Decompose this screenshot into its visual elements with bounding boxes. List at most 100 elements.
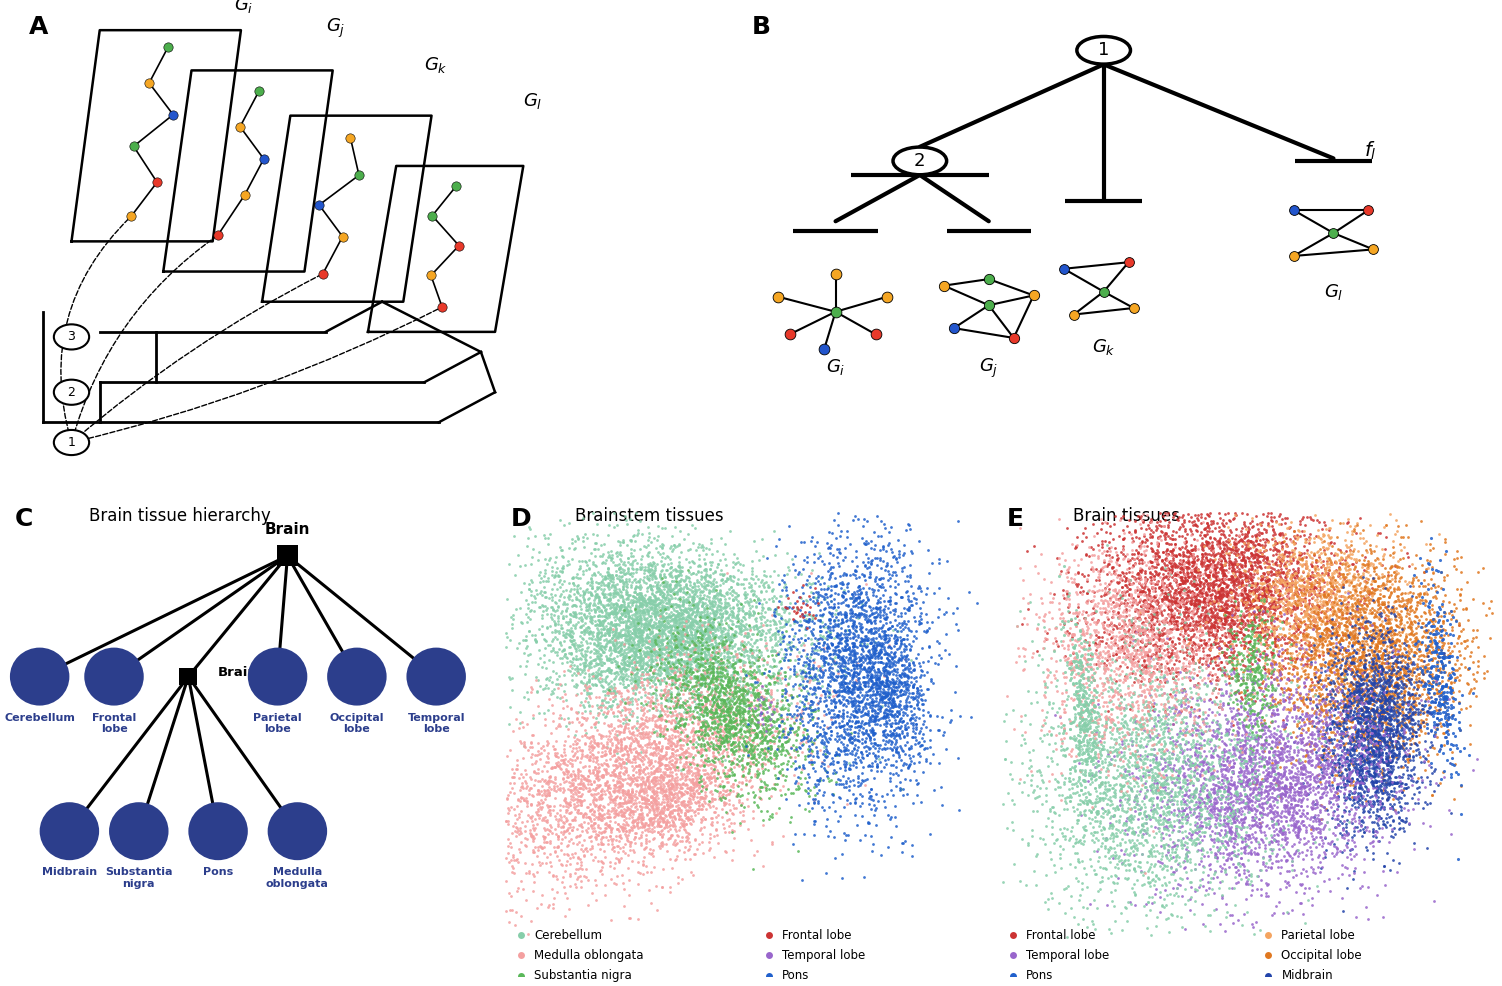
Point xyxy=(1256,764,1280,780)
Point xyxy=(1373,687,1397,703)
Point xyxy=(766,770,790,786)
Point xyxy=(709,698,733,714)
Point xyxy=(1352,733,1376,748)
Point xyxy=(1239,558,1263,574)
Point xyxy=(596,605,620,621)
Point xyxy=(1392,719,1416,735)
Point xyxy=(777,687,801,703)
Point xyxy=(562,637,586,653)
Point xyxy=(762,652,786,668)
Point xyxy=(601,637,625,653)
Point xyxy=(1367,707,1391,723)
Point xyxy=(1328,516,1352,531)
Point xyxy=(1289,736,1313,751)
Point xyxy=(1376,615,1400,631)
Point xyxy=(626,625,650,641)
Point xyxy=(1239,641,1263,657)
Point xyxy=(1362,706,1386,722)
Point xyxy=(876,621,900,637)
Point xyxy=(676,699,700,715)
Point xyxy=(1316,774,1340,790)
Point xyxy=(891,615,915,631)
Point xyxy=(706,739,730,754)
Point xyxy=(1341,664,1365,679)
Point xyxy=(1343,838,1367,854)
Point xyxy=(665,652,689,668)
Point xyxy=(1220,682,1244,698)
Point xyxy=(625,816,649,832)
Point xyxy=(650,785,674,801)
Point xyxy=(1176,627,1200,643)
Point xyxy=(1331,704,1355,720)
Point xyxy=(1232,608,1256,624)
Point xyxy=(1170,702,1194,718)
Point xyxy=(1385,713,1409,729)
Point xyxy=(574,649,598,665)
Point xyxy=(1157,751,1181,767)
Point xyxy=(1075,732,1099,747)
Point xyxy=(1042,835,1066,851)
Point xyxy=(674,772,698,788)
Point xyxy=(895,600,919,616)
Point xyxy=(1108,570,1133,586)
Point xyxy=(1362,601,1386,617)
Point xyxy=(798,686,822,702)
Point xyxy=(1193,597,1217,612)
Point xyxy=(843,643,867,659)
Point xyxy=(1202,800,1226,815)
Point xyxy=(1365,691,1389,707)
Point xyxy=(1074,773,1098,789)
Point xyxy=(677,651,701,667)
Point xyxy=(686,616,710,632)
Point xyxy=(1304,744,1328,760)
Point xyxy=(692,727,716,742)
Point xyxy=(1069,658,1093,673)
Point xyxy=(1199,862,1223,878)
Point xyxy=(813,656,837,671)
Point xyxy=(733,769,757,785)
Point xyxy=(1236,877,1260,892)
Point xyxy=(1340,588,1364,603)
Point xyxy=(1062,651,1086,667)
Point xyxy=(530,598,554,613)
Point xyxy=(721,735,745,750)
Point xyxy=(1379,650,1403,666)
Point xyxy=(1323,617,1347,633)
Point xyxy=(1337,574,1361,590)
Point xyxy=(1175,755,1199,771)
Point xyxy=(1337,803,1361,818)
Point xyxy=(1368,622,1392,638)
Point xyxy=(1253,806,1277,821)
Point xyxy=(659,646,683,662)
Point xyxy=(506,854,530,870)
Point xyxy=(1415,646,1439,662)
Point xyxy=(843,715,867,731)
Point xyxy=(562,790,586,806)
Point xyxy=(1257,564,1281,580)
Point xyxy=(1152,773,1176,789)
Point xyxy=(628,776,652,792)
Point xyxy=(655,584,679,599)
Point xyxy=(769,699,793,715)
Point xyxy=(1176,617,1200,633)
Point xyxy=(608,583,632,599)
Point xyxy=(721,607,745,623)
Point xyxy=(1308,771,1332,787)
Point xyxy=(1161,594,1185,609)
Point xyxy=(709,682,733,698)
Point xyxy=(1308,687,1332,703)
Point xyxy=(632,604,656,620)
Point xyxy=(680,617,704,633)
Point xyxy=(1244,557,1268,573)
Point xyxy=(751,617,775,633)
Point xyxy=(548,718,572,734)
Point xyxy=(825,708,849,724)
Point xyxy=(1145,566,1169,582)
Point xyxy=(1326,746,1350,762)
Point xyxy=(867,679,891,695)
Point xyxy=(1248,819,1272,835)
Point xyxy=(1161,834,1185,850)
Point xyxy=(1338,746,1362,762)
Point xyxy=(736,734,760,749)
Point xyxy=(1289,787,1313,803)
